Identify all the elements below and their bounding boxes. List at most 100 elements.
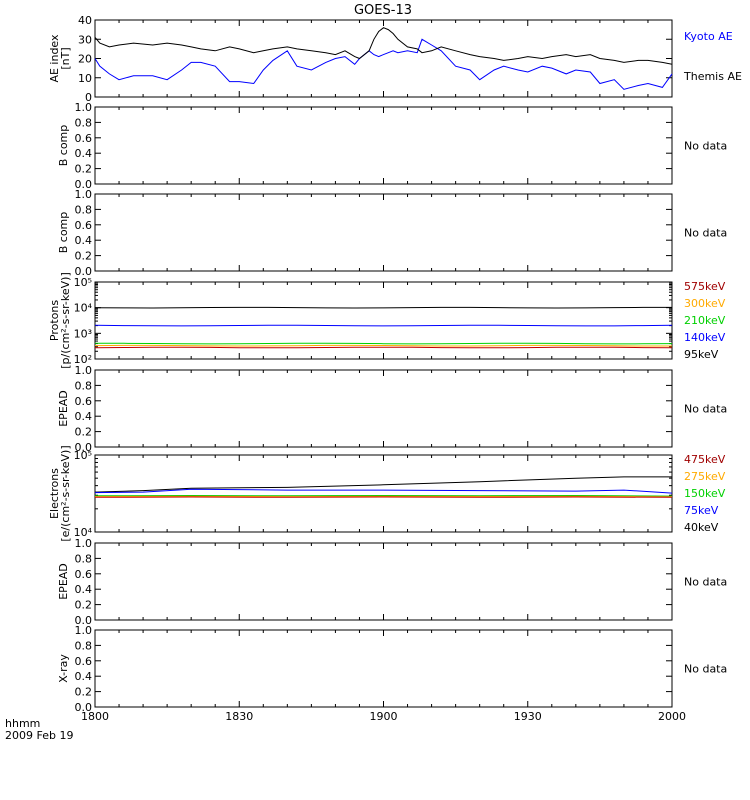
panel-frame — [94, 542, 673, 621]
y-tick-label: 10⁵ — [74, 449, 92, 462]
y-tick-label: 0.2 — [75, 250, 93, 263]
panels: 0 10 20 30 40 AE index[nT] Kyoto AE Themis AE 0.… — [48, 14, 742, 714]
panel-frame — [94, 369, 673, 448]
y-tick-label: 0.6 — [75, 219, 93, 232]
panel-frame — [94, 106, 673, 185]
panel-frame — [94, 454, 673, 533]
no-data-note: No data — [684, 140, 727, 153]
series-line-150kev — [94, 494, 673, 497]
y-tick-label: 40 — [78, 14, 92, 27]
y-axis-label: Electrons — [48, 468, 61, 519]
legend-entry: 300keV — [684, 297, 726, 310]
panel-6: 10⁴ 10⁵ Electrons[e/(cm²-s-sr-keV)] 475keV 2… — [48, 445, 726, 541]
footer-date: 2009 Feb 19 — [5, 729, 73, 742]
y-axis-label: [p/(cm²-s-sr-keV)] — [59, 272, 72, 369]
y-tick-label: 0.2 — [75, 686, 93, 699]
y-tick-label: 10 — [78, 72, 92, 85]
series-line-themis-ae — [94, 27, 673, 65]
panel-1: 0 10 20 30 40 AE index[nT] Kyoto AE Themis AE — [48, 14, 742, 104]
y-tick-label: 10³ — [74, 327, 92, 340]
y-tick-label: 0.8 — [75, 203, 93, 216]
series-line-210kev — [94, 342, 673, 345]
y-axis-label: [e/(cm²-s-sr-keV)] — [59, 445, 72, 541]
y-tick-label: 0.6 — [75, 568, 93, 581]
panel-frame — [94, 629, 673, 708]
y-tick-label: 30 — [78, 33, 92, 46]
no-data-note: No data — [684, 663, 727, 676]
y-axis-label: B comp — [57, 125, 70, 167]
x-tick-label: 1930 — [514, 710, 542, 723]
panel-2: 0.0 0.2 0.4 0.6 0.8 1.0 B comp No data — [57, 101, 727, 191]
y-tick-label: 10⁴ — [74, 302, 93, 315]
x-tick-label: 2000 — [658, 710, 686, 723]
legend-entry: Themis AE — [683, 70, 742, 83]
y-tick-label: 0.8 — [75, 639, 93, 652]
panel-frame — [94, 193, 673, 272]
legend-entry: 575keV — [684, 280, 726, 293]
series-line-95kev — [94, 306, 672, 309]
y-axis-label: [nT] — [59, 47, 72, 69]
y-tick-label: 0.0 — [75, 178, 93, 191]
series-line-575kev — [94, 346, 673, 349]
y-tick-label: 1.0 — [75, 364, 93, 377]
y-tick-label: 0.4 — [75, 234, 93, 247]
y-tick-label: 0.0 — [75, 701, 93, 714]
y-tick-label: 0.0 — [75, 441, 93, 454]
y-tick-label: 10⁵ — [74, 276, 92, 289]
legend-entry: 150keV — [684, 487, 726, 500]
y-tick-label: 0.0 — [75, 614, 93, 627]
series-line-40kev — [94, 476, 672, 493]
panel-3: 0.0 0.2 0.4 0.6 0.8 1.0 B comp No data — [57, 188, 727, 278]
y-tick-label: 0.4 — [75, 583, 93, 596]
y-axis-label: EPEAD — [57, 390, 70, 427]
footer-hhmm: hhmm — [5, 717, 40, 730]
panel-7: 0.0 0.2 0.4 0.6 0.8 1.0 EPEAD No data — [57, 537, 727, 627]
x-tick-label: 1800 — [81, 710, 109, 723]
y-tick-label: 10⁴ — [74, 526, 93, 539]
legend-entry: 95keV — [684, 348, 719, 361]
y-tick-label: 0.2 — [75, 163, 93, 176]
no-data-note: No data — [684, 576, 727, 589]
legend-entry: 475keV — [684, 453, 726, 466]
y-tick-label: 0.6 — [75, 395, 93, 408]
y-tick-label: 0.4 — [75, 410, 93, 423]
y-tick-label: 0.6 — [75, 655, 93, 668]
legend-entry: Kyoto AE — [684, 30, 733, 43]
y-tick-label: 0.2 — [75, 599, 93, 612]
y-tick-label: 0.4 — [75, 670, 93, 683]
no-data-note: No data — [684, 403, 727, 416]
y-tick-label: 1.0 — [75, 101, 93, 114]
no-data-note: No data — [684, 227, 727, 240]
y-axis-label: EPEAD — [57, 563, 70, 600]
panel-4: 10² 10³ 10⁴ 10⁵ Protons[p/(cm²-s-sr-keV)] 575… — [48, 272, 726, 369]
panel-8: 0.0 0.2 0.4 0.6 0.8 1.0 X-ray No data — [57, 624, 727, 714]
y-axis-label: B comp — [57, 212, 70, 254]
y-tick-label: 0.8 — [75, 379, 93, 392]
legend-entry: 140keV — [684, 331, 726, 344]
y-tick-label: 0.8 — [75, 116, 93, 129]
series-line-140kev — [94, 324, 673, 327]
y-tick-label: 0.6 — [75, 132, 93, 145]
legend-entry: 275keV — [684, 470, 726, 483]
legend-entry: 210keV — [684, 314, 726, 327]
y-tick-label: 1.0 — [75, 624, 93, 637]
y-axis-label: X-ray — [57, 654, 70, 683]
series-line-kyoto-ae — [94, 38, 673, 90]
y-axis-label: AE index — [48, 34, 61, 83]
y-axis-label: Protons — [48, 300, 61, 341]
series-line-75kev — [94, 488, 673, 494]
y-tick-label: 1.0 — [75, 537, 93, 550]
y-tick-label: 0 — [85, 91, 92, 104]
series-line-300kev — [94, 344, 672, 347]
y-tick-label: 1.0 — [75, 188, 93, 201]
y-tick-label: 0.8 — [75, 552, 93, 565]
y-tick-label: 0.0 — [75, 265, 93, 278]
panel-frame — [94, 19, 673, 98]
x-tick-label: 1900 — [370, 710, 398, 723]
legend-entry: 75keV — [684, 504, 719, 517]
plot-title: GOES-13 — [354, 3, 412, 18]
y-tick-label: 10² — [74, 353, 92, 366]
y-tick-label: 0.4 — [75, 147, 93, 160]
y-tick-label: 20 — [78, 53, 92, 66]
